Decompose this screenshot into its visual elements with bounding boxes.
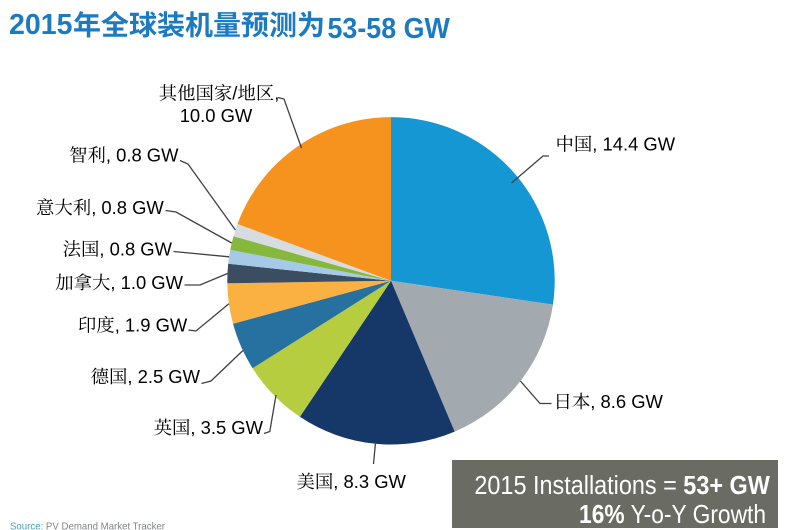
svg-text:2015: 2015 <box>9 9 73 41</box>
svg-text:16% Y-o-Y Growth: 16% Y-o-Y Growth <box>579 501 766 530</box>
svg-text:, 8.6 GW: , 8.6 GW <box>590 391 663 412</box>
svg-text:, 0.8 GW: , 0.8 GW <box>106 145 179 166</box>
svg-text:Source: PV Demand Market Track: Source: PV Demand Market Tracker <box>10 521 165 530</box>
svg-text:, 8.3 GW: , 8.3 GW <box>333 471 406 492</box>
svg-text:, 1.0 GW: , 1.0 GW <box>110 272 183 293</box>
svg-text:, 3.5 GW: , 3.5 GW <box>190 417 263 438</box>
svg-text:2015 Installations = 53+ GW: 2015 Installations = 53+ GW <box>474 472 770 500</box>
svg-text:,: , <box>274 83 279 104</box>
svg-text:, 14.4 GW: , 14.4 GW <box>592 134 675 155</box>
svg-text:53-58 GW: 53-58 GW <box>328 13 450 45</box>
svg-text:, 0.8 GW: , 0.8 GW <box>91 197 164 218</box>
svg-text:10.0 GW: 10.0 GW <box>180 105 253 126</box>
svg-text:, 0.8 GW: , 0.8 GW <box>99 239 172 260</box>
svg-text:, 1.9 GW: , 1.9 GW <box>115 315 188 336</box>
svg-text:, 2.5 GW: , 2.5 GW <box>127 366 200 387</box>
svg-text:/: / <box>232 83 238 104</box>
